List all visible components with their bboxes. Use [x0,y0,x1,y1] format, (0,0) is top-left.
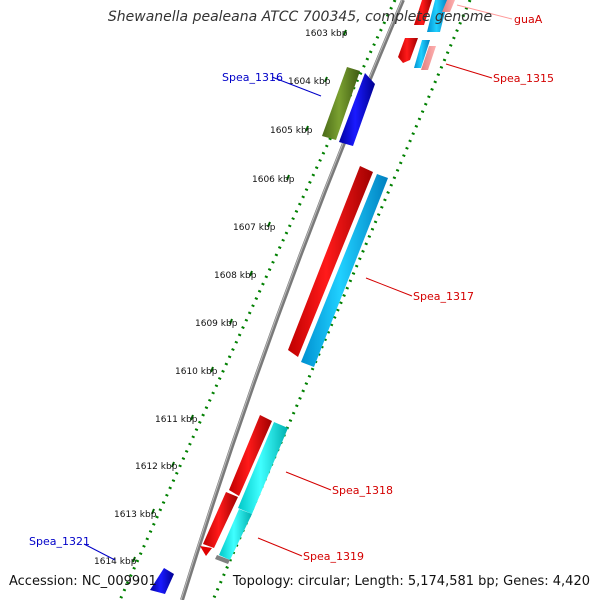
gene-label-guaA[interactable]: guaA [514,13,543,26]
tick-label-1613: 1613 kbp [114,510,157,520]
feature-guaA-red[interactable] [414,0,432,25]
feature-spea1315-red[interactable] [398,38,418,63]
feature-spea1319-aqua[interactable] [219,509,252,560]
feature-spea1319-red[interactable] [203,492,238,548]
leader-spea1315 [445,63,493,79]
gene-label-spea1316[interactable]: Spea_1316 [222,71,283,84]
tick-label-1605: 1605 kbp [270,126,313,136]
tick-label-1610: 1610 kbp [175,367,218,377]
feature-guaA-cyan[interactable] [427,0,448,32]
gene-label-spea1321[interactable]: Spea_1321 [29,535,90,548]
accession-text: Accession: NC_009901 [9,574,157,589]
gene-label-spea1319[interactable]: Spea_1319 [303,550,364,563]
leader-spea1316 [271,76,322,97]
feature-spea1315-cyan[interactable] [414,40,430,68]
feature-spea1319-red-arrow[interactable] [200,546,212,556]
feature-spea1319-gray[interactable] [215,555,230,564]
gene-label-spea1318[interactable]: Spea_1318 [332,484,393,497]
tick-label-1608: 1608 kbp [214,271,257,281]
tick-label-1611: 1611 kbp [155,415,198,425]
tick-label-1604: 1604 kbp [288,77,331,87]
feature-spea1316-olive[interactable] [322,67,360,140]
feature-spea1317-red[interactable] [288,166,373,357]
tick-marks [132,29,347,563]
feature-spea1315-pink[interactable] [421,46,436,70]
leader-spea1318 [285,471,332,491]
tick-label-1607: 1607 kbp [233,223,276,233]
feature-guaA-pink[interactable] [442,0,455,12]
leader-spea1319 [257,537,303,557]
leader-guaA [456,4,513,20]
tick-labels: 1603 kbp 1604 kbp 1605 kbp 1606 kbp 1607… [94,29,348,567]
tick-label-1603: 1603 kbp [305,29,348,39]
leader-spea1321 [83,543,116,561]
feature-spea1316-blue[interactable] [339,73,375,146]
leader-spea1317 [365,277,413,297]
tick-label-1614: 1614 kbp [94,557,137,567]
tick-label-1609: 1609 kbp [195,319,238,329]
outer-dotted-track [118,0,397,600]
tick-label-1606: 1606 kbp [252,175,295,185]
tick-label-1612: 1612 kbp [135,462,178,472]
label-leaders [83,4,513,561]
feature-spea1318-red[interactable] [229,415,272,496]
topology-text: Topology: circular; Length: 5,174,581 bp… [232,574,590,589]
gene-labels: guaA Spea_1315 Spea_1316 Spea_1317 Spea_… [29,13,554,563]
feature-spea1321-blue[interactable] [150,568,174,594]
gene-label-spea1315[interactable]: Spea_1315 [493,72,554,85]
map-title: Shewanella pealeana ATCC 700345, complet… [107,9,493,25]
gene-label-spea1317[interactable]: Spea_1317 [413,290,474,303]
feature-spea1318-aqua[interactable] [238,422,288,514]
feature-spea1317-cyan[interactable] [301,174,388,367]
gene-features [150,0,455,594]
